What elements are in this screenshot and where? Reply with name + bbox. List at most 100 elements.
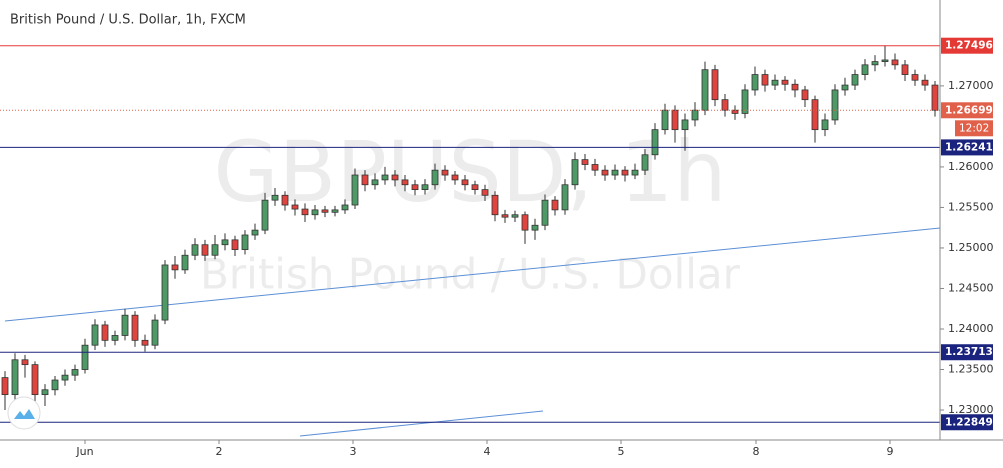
price-label-box <box>941 102 993 119</box>
candle-body <box>341 204 349 211</box>
candles-group <box>1 45 939 412</box>
y-tick-label: 1.23500 <box>948 363 994 376</box>
candle-body <box>131 314 139 341</box>
x-tick-label: 5 <box>618 445 625 458</box>
candle-body <box>161 264 169 321</box>
price-label: 1.23713 <box>945 346 993 358</box>
candle-body <box>551 199 559 211</box>
candle-body <box>241 234 249 250</box>
candle-body <box>641 154 649 171</box>
candle-body <box>821 119 829 131</box>
candle-body <box>591 164 599 171</box>
candle-body <box>221 239 229 246</box>
candle-body <box>521 214 529 231</box>
price-label: 1.26699 <box>945 104 993 116</box>
candle-body <box>561 184 569 211</box>
candle-body <box>851 74 859 86</box>
candle-body <box>141 339 149 346</box>
candle-body <box>1 377 9 396</box>
candle-body <box>611 169 619 176</box>
candle-body <box>621 169 629 176</box>
candle-body <box>921 79 929 86</box>
candle-body <box>741 89 749 114</box>
candle-body <box>331 209 339 213</box>
candle-body <box>441 169 449 176</box>
y-tick-label: 1.24500 <box>948 281 994 294</box>
candle-body <box>231 239 239 250</box>
price-label: 1.27496 <box>945 40 993 52</box>
candle-body <box>791 83 799 91</box>
candle-body <box>321 209 329 213</box>
candle-body <box>211 244 219 256</box>
candle-body <box>381 174 389 181</box>
candle-body <box>711 69 719 101</box>
price-label: 1.26241 <box>945 141 993 153</box>
candle-body <box>831 89 839 121</box>
candle-body <box>81 344 89 370</box>
candle-body <box>601 169 609 176</box>
price-label: 1.22849 <box>945 416 993 428</box>
candle-body <box>581 159 589 165</box>
candle-body <box>871 61 879 66</box>
x-tick-label: 8 <box>753 445 760 458</box>
candle-body <box>251 229 259 236</box>
countdown-box <box>955 120 993 137</box>
candle-body <box>461 179 469 186</box>
candle-body <box>101 324 109 341</box>
watermark-group: GBPUSD, 1h British Pound / U.S. Dollar <box>200 123 741 299</box>
candle-body <box>721 99 729 111</box>
candle-body <box>421 184 429 191</box>
candle-body <box>481 189 489 196</box>
candle-body <box>651 129 659 156</box>
candle-body <box>751 74 759 91</box>
candle-body <box>311 209 319 216</box>
candle-body <box>91 324 99 346</box>
candle-body <box>891 59 899 66</box>
candle-body <box>291 204 299 210</box>
candle-body <box>281 194 289 206</box>
candle-body <box>371 179 379 186</box>
candle-body <box>811 99 819 131</box>
candle-body <box>351 174 359 206</box>
candle-body <box>271 194 279 201</box>
candle-body <box>451 174 459 181</box>
candle-body <box>201 244 209 256</box>
price-label-box <box>941 37 993 54</box>
candle-body <box>391 174 399 181</box>
logo <box>7 396 41 430</box>
candle-body <box>411 184 419 191</box>
candle-body <box>401 179 409 186</box>
candle-body <box>261 199 269 231</box>
candle-body <box>181 254 189 271</box>
x-tick-label: 2 <box>216 445 223 458</box>
x-tick-label: Jun <box>75 445 93 458</box>
y-tick-label: 1.24000 <box>948 322 994 335</box>
candle-body <box>471 184 479 191</box>
candle-body <box>11 359 19 396</box>
y-tick-label: 1.27000 <box>948 79 994 92</box>
watermark-name: British Pound / U.S. Dollar <box>200 250 741 299</box>
trend-line <box>4 227 941 322</box>
candle-body <box>21 359 29 366</box>
price-label-box <box>941 139 993 156</box>
candle-body <box>111 335 119 341</box>
candle-body <box>31 364 39 396</box>
candle-body <box>661 109 669 131</box>
price-label-box <box>941 344 993 361</box>
candle-body <box>511 214 519 218</box>
candle-body <box>931 84 939 111</box>
candle-body <box>501 214 509 218</box>
candle-body <box>801 89 809 101</box>
candle-body <box>761 74 769 86</box>
candle-body <box>121 314 129 336</box>
countdown: 12:02 <box>959 122 989 134</box>
candle-body <box>301 208 309 216</box>
candle-body <box>841 84 849 91</box>
chart-title: British Pound / U.S. Dollar, 1h, FXCM <box>10 13 246 28</box>
levels-group: 1.27496 1.26241 1.23713 1.22849 1.26699 12:02 <box>0 37 993 431</box>
x-tick-label: 4 <box>484 445 491 458</box>
candle-body <box>671 109 679 131</box>
